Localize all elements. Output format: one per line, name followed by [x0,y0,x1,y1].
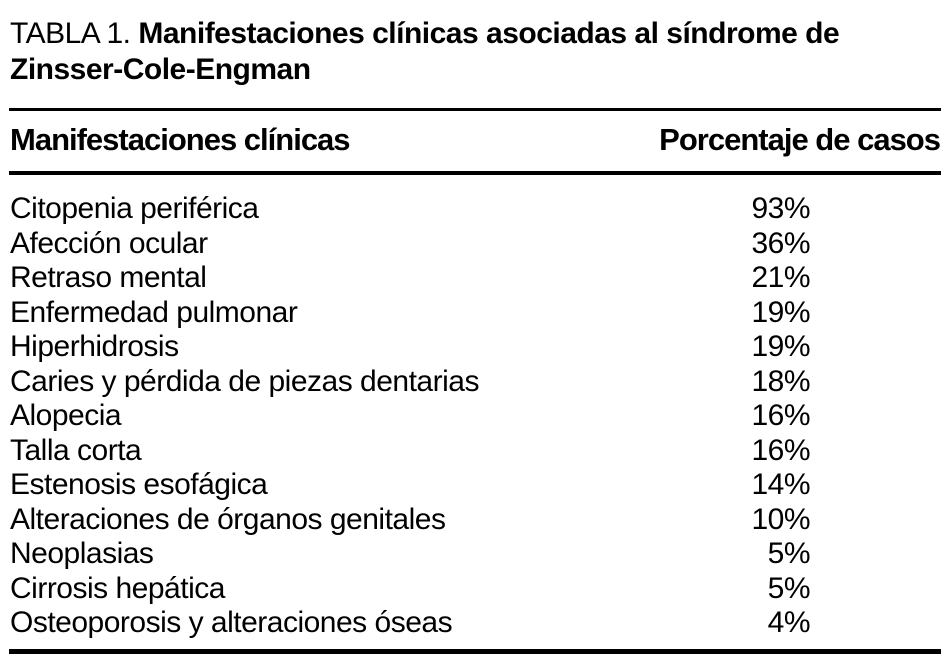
rule-bottom [9,648,941,654]
table-row: Estenosis esofágica 14% [0,468,951,503]
table-row: Osteoporosis y alteraciones óseas 4% [0,606,951,641]
manifestation-cell: Enfermedad pulmonar [10,295,298,329]
table-row: Neoplasias 5% [0,537,951,572]
manifestation-cell: Afección ocular [10,226,208,260]
table-row: Citopenia periférica 93% [0,192,951,227]
percentage-cell: 4% [767,606,811,639]
manifestation-cell: Osteoporosis y alteraciones óseas [10,606,453,639]
table-row: Caries y pérdida de piezas dentarias 18% [0,365,951,400]
table-caption-label: TABLA 1. [10,17,131,50]
manifestation-cell: Retraso mental [10,261,207,294]
rule-above-header [9,108,941,111]
table-caption-title: Manifestaciones clínicas asociadas al sí… [10,17,840,86]
manifestation-cell: Citopenia periférica [10,192,259,225]
table-caption: TABLA 1. Manifestaciones clínicas asocia… [10,16,940,88]
column-header-manifestaciones: Manifestaciones clínicas [10,122,351,157]
table-body: Citopenia periférica 93% Afección ocular 36… [0,192,951,641]
percentage-cell: 16% [751,399,810,432]
table-row: Alteraciones de órganos genitales 10% [0,503,951,538]
manifestation-cell: Caries y pérdida de piezas dentarias [10,364,479,398]
table-row: Alopecia 16% [0,399,951,434]
table-row: Enfermedad pulmonar 19% [0,296,951,331]
rule-below-header [9,171,941,175]
table-row: Talla corta 16% [0,434,951,469]
manifestation-cell: Estenosis esofágica [10,468,268,501]
percentage-cell: 93% [751,192,810,225]
column-header-porcentaje: Porcentaje de casos [659,122,941,157]
table-row: Cirrosis hepática 5% [0,572,951,607]
manifestation-cell: Alteraciones de órganos genitales [10,502,446,536]
percentage-cell: 19% [751,295,810,329]
manifestation-cell: Talla corta [10,433,142,467]
manifestation-cell: Hiperhidrosis [10,330,179,363]
table-row: Hiperhidrosis 19% [0,330,951,365]
percentage-cell: 10% [751,502,810,536]
percentage-cell: 18% [751,364,810,398]
percentage-cell: 5% [767,537,811,570]
percentage-cell: 21% [751,261,810,294]
percentage-cell: 36% [751,226,810,260]
table-row: Afección ocular 36% [0,227,951,262]
table-header-row: Manifestaciones clínicas Porcentaje de c… [0,122,951,158]
manifestation-cell: Alopecia [10,399,122,432]
percentage-cell: 19% [751,330,810,363]
manifestation-cell: Cirrosis hepática [10,571,225,605]
manifestation-cell: Neoplasias [10,537,154,570]
percentage-cell: 16% [751,433,810,467]
percentage-cell: 14% [751,468,810,501]
percentage-cell: 5% [767,571,811,605]
table-row: Retraso mental 21% [0,261,951,296]
